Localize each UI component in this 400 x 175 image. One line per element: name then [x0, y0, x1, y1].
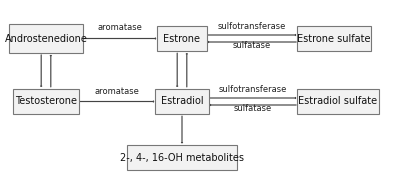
Text: sulfatase: sulfatase	[234, 104, 272, 113]
Text: aromatase: aromatase	[94, 86, 140, 96]
FancyBboxPatch shape	[157, 26, 207, 51]
FancyBboxPatch shape	[297, 89, 379, 114]
Text: Androstenedione: Androstenedione	[4, 33, 88, 44]
Text: Estradiol sulfate: Estradiol sulfate	[298, 96, 378, 107]
Text: Estradiol: Estradiol	[161, 96, 203, 107]
FancyBboxPatch shape	[13, 89, 79, 114]
FancyBboxPatch shape	[9, 24, 83, 53]
Text: Estrone sulfate: Estrone sulfate	[297, 33, 371, 44]
FancyBboxPatch shape	[297, 26, 371, 51]
Text: Estrone: Estrone	[164, 33, 200, 44]
Text: sulfatase: sulfatase	[233, 41, 271, 50]
FancyBboxPatch shape	[127, 145, 237, 170]
Text: Testosterone: Testosterone	[15, 96, 77, 107]
Text: sulfotransferase: sulfotransferase	[219, 85, 287, 94]
FancyBboxPatch shape	[155, 89, 209, 114]
Text: 2-, 4-, 16-OH metabolites: 2-, 4-, 16-OH metabolites	[120, 152, 244, 163]
Text: aromatase: aromatase	[98, 23, 142, 33]
Text: sulfotransferase: sulfotransferase	[218, 22, 286, 31]
